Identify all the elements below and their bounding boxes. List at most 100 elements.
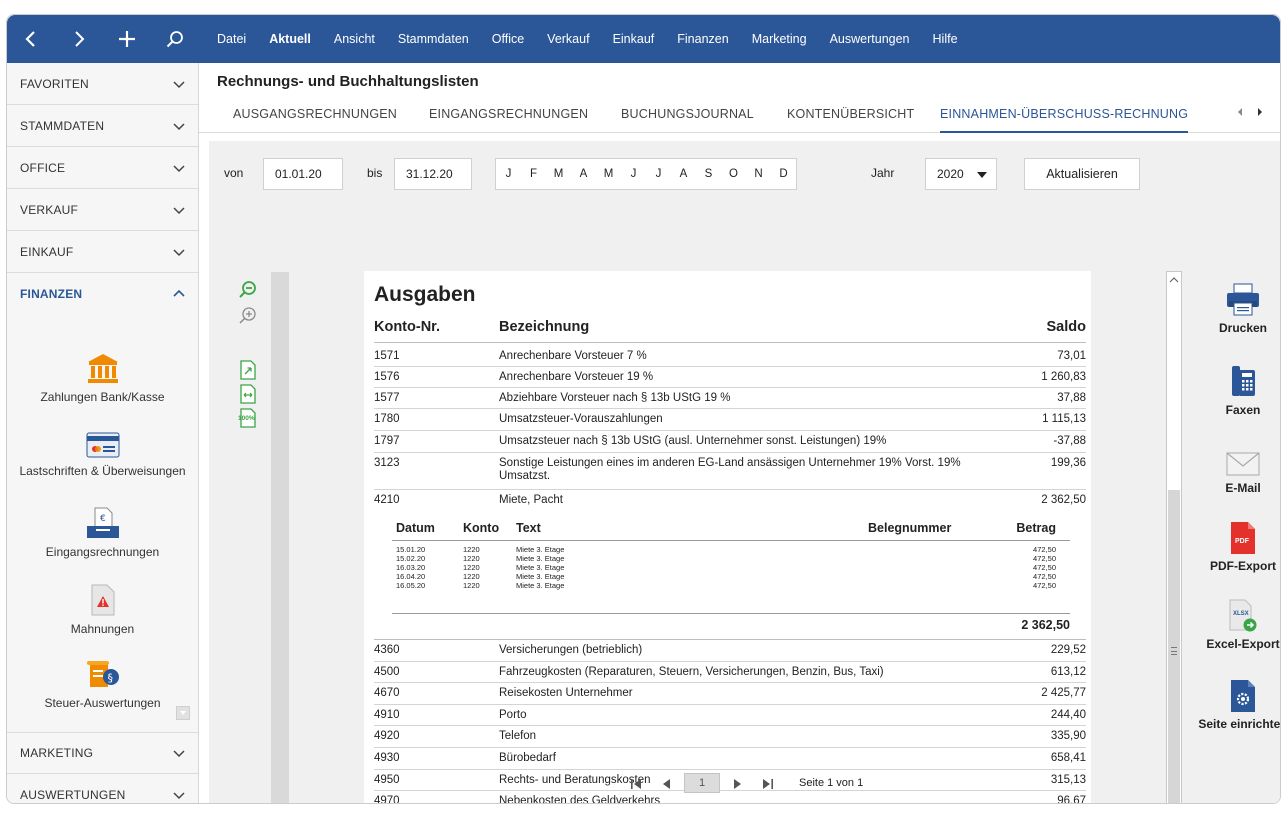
menu-ansicht[interactable]: Ansicht	[333, 32, 375, 46]
sidebar-item-eingangsrechnungen[interactable]: € Eingangsrechnungen	[7, 507, 198, 559]
sidebar-item-mahnungen[interactable]: Mahnungen	[7, 584, 198, 636]
scroll-up-button[interactable]	[1167, 272, 1181, 288]
detail-total: 2 362,50	[1021, 618, 1070, 632]
sidebar-section-marketing[interactable]: MARKETING	[7, 732, 198, 774]
back-button[interactable]	[7, 15, 55, 63]
fit-page-icon[interactable]	[237, 359, 259, 381]
detail-row[interactable]: 16.05.20 1220 Miete 3. Etage 472,50	[392, 581, 1070, 590]
sidebar-section-einkauf[interactable]: EINKAUF	[7, 231, 198, 273]
month-button-aug[interactable]: A	[679, 168, 688, 180]
menu-einkauf[interactable]: Einkauf	[612, 32, 655, 46]
month-button-dec[interactable]: D	[779, 168, 788, 180]
table-row[interactable]: 4500 Fahrzeugkosten (Reparaturen, Steuer…	[374, 662, 1086, 683]
sidebar-scroll-down-button[interactable]	[176, 706, 190, 720]
report-scrollbar[interactable]	[1166, 271, 1182, 803]
tab-ausgangsrechnungen[interactable]: AUSGANGSRECHNUNGEN	[233, 107, 398, 121]
table-row[interactable]: 4970 Nebenkosten des Geldverkehrs 96,67	[374, 791, 1086, 803]
excel-export-button[interactable]: XLSX Excel-Export	[1194, 599, 1280, 651]
zoom-in-icon[interactable]	[237, 305, 259, 327]
tab-kontenuebersicht[interactable]: KONTENÜBERSICHT	[787, 107, 915, 121]
tab-eingangsrechnungen[interactable]: EINGANGSRECHNUNGEN	[429, 107, 589, 121]
sidebar-section-label: FINANZEN	[20, 287, 83, 301]
table-row[interactable]: 1576 Anrechenbare Vorsteuer 19 % 1 260,8…	[374, 367, 1086, 388]
fit-width-icon[interactable]	[237, 383, 259, 405]
month-button-jun[interactable]: J	[630, 168, 637, 180]
previous-page-icon[interactable]	[659, 777, 673, 791]
table-row[interactable]: 4670 Reisekosten Unternehmer 2 425,77	[374, 683, 1086, 705]
table-row[interactable]: 4360 Versicherungen (betrieblich) 229,52	[374, 640, 1086, 662]
scroll-thumb[interactable]	[1168, 490, 1180, 803]
zoom-out-icon[interactable]	[237, 279, 259, 301]
search-button[interactable]	[151, 15, 199, 63]
bank-card-icon	[86, 432, 119, 458]
detail-row[interactable]: 15.01.20 1220 Miete 3. Etage 472,50	[392, 545, 1070, 554]
sidebar-section-label: AUSWERTUNGEN	[20, 788, 126, 802]
sidebar-item-lastschriften[interactable]: Lastschriften & Überweisungen	[7, 432, 198, 478]
table-row[interactable]: 4910 Porto 244,40	[374, 705, 1086, 726]
von-date-input[interactable]: 01.01.20	[263, 158, 343, 190]
sidebar-section-verkauf[interactable]: VERKAUF	[7, 189, 198, 231]
sidebar-item-zahlungen[interactable]: Zahlungen Bank/Kasse	[7, 352, 198, 404]
forward-button[interactable]	[55, 15, 103, 63]
tab-scroll-right-icon[interactable]	[1256, 107, 1264, 117]
detail-row[interactable]: 16.03.20 1220 Miete 3. Etage 472,50	[392, 563, 1070, 572]
menu-datei[interactable]: Datei	[217, 32, 247, 46]
menu-finanzen[interactable]: Finanzen	[677, 32, 729, 46]
table-row[interactable]: 4930 Bürobedarf 658,41	[374, 748, 1086, 770]
menu-stammdaten[interactable]: Stammdaten	[397, 32, 469, 46]
month-button-apr[interactable]: A	[579, 168, 588, 180]
menu-verkauf[interactable]: Verkauf	[547, 32, 590, 46]
month-button-oct[interactable]: O	[729, 168, 738, 180]
page-setup-button[interactable]: Seite einrichten	[1194, 679, 1280, 731]
tab-einnahmen-ueberschuss-rechnung[interactable]: EINNAHMEN-ÜBERSCHUSS-RECHNUNG	[940, 103, 1189, 133]
print-button[interactable]: Drucken	[1194, 281, 1280, 335]
last-page-icon[interactable]	[761, 777, 775, 791]
table-row[interactable]: 4920 Telefon 335,90	[374, 726, 1086, 748]
table-row[interactable]: 1797 Umsatzsteuer nach § 13b UStG (ausl.…	[374, 431, 1086, 453]
new-button[interactable]	[103, 15, 151, 63]
table-row-expanded[interactable]: 4210 Miete, Pacht 2 362,50	[374, 490, 1086, 640]
month-button-may[interactable]: M	[603, 168, 614, 180]
cell-saldo: -37,88	[1053, 435, 1086, 447]
pdf-export-button[interactable]: PDF PDF-Export	[1194, 521, 1280, 573]
detail-cell-betrag: 472,50	[1033, 554, 1056, 563]
detail-row[interactable]: 15.02.20 1220 Miete 3. Etage 472,50	[392, 554, 1070, 563]
tab-scroll-left-icon[interactable]	[1236, 107, 1244, 117]
table-row[interactable]: 3123 Sonstige Leistungen eines im andere…	[374, 453, 1086, 490]
month-button-jan[interactable]: J	[505, 168, 512, 180]
sidebar-section-office[interactable]: OFFICE	[7, 147, 198, 189]
sidebar-section-finanzen[interactable]: FINANZEN	[7, 273, 198, 315]
cell-saldo: 199,36	[1050, 457, 1086, 469]
email-button[interactable]: E-Mail	[1194, 449, 1280, 495]
menu-auswertungen[interactable]: Auswertungen	[829, 32, 910, 46]
month-button-feb[interactable]: F	[529, 168, 538, 180]
month-button-jul[interactable]: J	[655, 168, 662, 180]
year-select[interactable]: 2020	[925, 158, 997, 190]
detail-row[interactable]: 16.04.20 1220 Miete 3. Etage 472,50	[392, 572, 1070, 581]
bis-date-input[interactable]: 31.12.20	[394, 158, 472, 190]
page-number-input[interactable]: 1	[684, 773, 720, 793]
table-row[interactable]: 1780 Umsatzsteuer-Vorauszahlungen 1 115,…	[374, 409, 1086, 431]
sidebar-section-favoriten[interactable]: FAVORITEN	[7, 63, 198, 105]
next-page-icon[interactable]	[731, 777, 745, 791]
table-row[interactable]: 1571 Anrechenbare Vorsteuer 7 % 73,01	[374, 346, 1086, 367]
first-page-icon[interactable]	[629, 777, 643, 791]
fax-button[interactable]: Faxen	[1194, 363, 1280, 417]
zoom-100-icon[interactable]: 100%	[237, 407, 259, 429]
menu-hilfe[interactable]: Hilfe	[932, 32, 958, 46]
month-button-nov[interactable]: N	[754, 168, 763, 180]
menu-aktuell[interactable]: Aktuell	[269, 32, 311, 46]
refresh-button[interactable]: Aktualisieren	[1024, 158, 1140, 190]
table-row[interactable]: 4950 Rechts- und Beratungskosten 315,13	[374, 770, 1086, 791]
month-button-sep[interactable]: S	[704, 168, 713, 180]
menu-office[interactable]: Office	[491, 32, 525, 46]
cell-konto: 3123	[374, 457, 400, 469]
sidebar-section-stammdaten[interactable]: STAMMDATEN	[7, 105, 198, 147]
sidebar-item-steuer[interactable]: § Steuer-Auswertungen	[7, 660, 198, 710]
table-row[interactable]: 1577 Abziehbare Vorsteuer nach § 13b USt…	[374, 388, 1086, 409]
tab-buchungsjournal[interactable]: BUCHUNGSJOURNAL	[621, 107, 754, 121]
month-button-mar[interactable]: M	[553, 168, 564, 180]
sidebar-section-auswertungen[interactable]: AUSWERTUNGEN	[7, 774, 198, 803]
menu-marketing[interactable]: Marketing	[751, 32, 807, 46]
sidebar-item-label: Steuer-Auswertungen	[44, 696, 161, 710]
